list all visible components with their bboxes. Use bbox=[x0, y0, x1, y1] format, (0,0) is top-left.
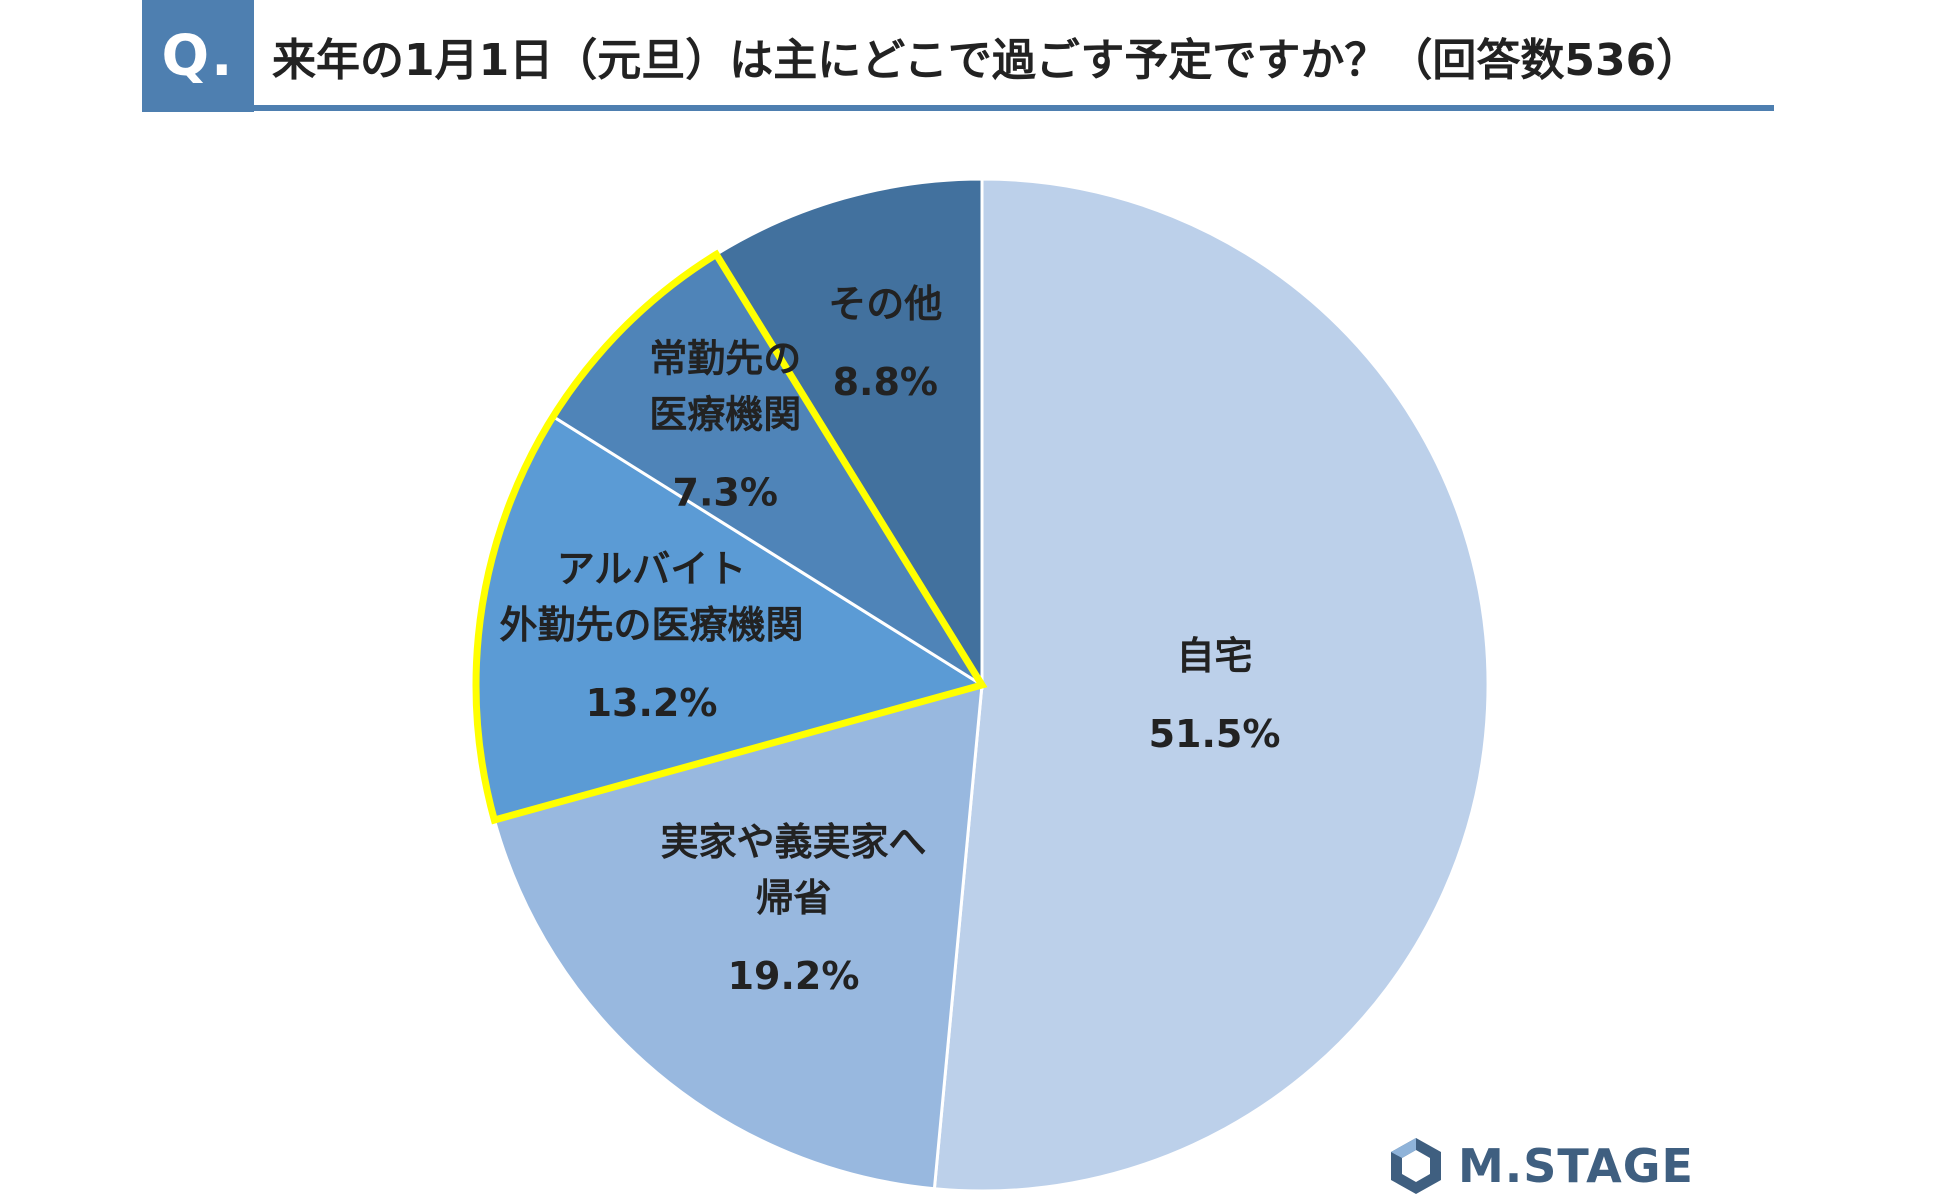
slice-label-2: 実家や義実家へ bbox=[660, 820, 926, 864]
slice-value-label-3: 13.2% bbox=[586, 681, 718, 725]
pie-slice-5 bbox=[714, 177, 984, 691]
pie-slice-2 bbox=[492, 682, 984, 1191]
slice-label-5: その他 bbox=[828, 282, 942, 326]
slice-value-label-1: 51.5% bbox=[1149, 712, 1281, 756]
slice-label-3: 外勤先の医療機関 bbox=[499, 603, 803, 647]
pie-slice-1 bbox=[932, 177, 1490, 1193]
slice-label-1: 自宅 bbox=[1176, 634, 1252, 678]
slice-label-3: アルバイト bbox=[557, 547, 747, 591]
page-title: 来年の1月1日（元旦）は主にどこで過ごす予定ですか？（回答数536） bbox=[272, 35, 1701, 86]
slice-label-4: 常勤先の bbox=[649, 337, 801, 381]
slice-value-label-5: 8.8% bbox=[833, 360, 938, 404]
hexagon-logo-icon bbox=[1391, 1138, 1441, 1194]
logo-text: M.STAGE bbox=[1458, 1139, 1694, 1193]
slice-label-2: 帰省 bbox=[755, 876, 831, 920]
logo: M.STAGE bbox=[1388, 1136, 1694, 1196]
question-badge: Q. bbox=[142, 0, 254, 112]
slice-value-label-4: 7.3% bbox=[673, 471, 778, 515]
slice-label-4: 医療機関 bbox=[649, 393, 801, 437]
slice-value-label-2: 19.2% bbox=[728, 954, 860, 998]
title-underline bbox=[254, 105, 1774, 111]
highlight-outline bbox=[472, 249, 988, 825]
